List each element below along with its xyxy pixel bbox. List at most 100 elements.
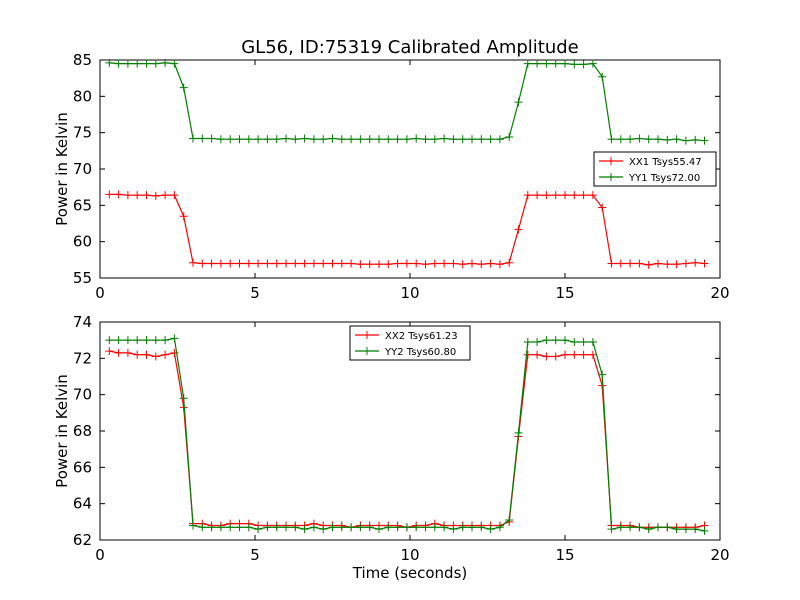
bottom-legend-label-1: XX2 Tsys61.23 [385, 331, 458, 342]
top-y-tick-label: 70 [73, 160, 92, 178]
top-series-1-marker [430, 259, 439, 268]
top-series-2-marker [319, 135, 328, 144]
bottom-series-2-marker [523, 337, 532, 346]
top-panel: 0 5 10 15 20 55 60 65 70 75 80 85 Power in Kelvin XX1… [53, 51, 730, 302]
bottom-series-2-marker [477, 523, 486, 532]
bottom-legend [349, 325, 471, 361]
top-series-1-marker [626, 259, 635, 268]
top-series-2-marker [105, 58, 114, 67]
bottom-series-2-marker [328, 523, 337, 532]
top-series-1-marker [319, 259, 328, 268]
bottom-series-2-marker [393, 523, 402, 532]
bottom-series-2-marker [179, 394, 188, 403]
bottom-x-tick-label: 15 [555, 546, 574, 564]
bottom-series-2-marker [254, 525, 263, 534]
top-series-2-marker [337, 135, 346, 144]
top-series-2-marker [300, 134, 309, 143]
top-series-2-marker [681, 136, 690, 145]
bottom-y-tick-label: 74 [73, 313, 92, 331]
top-series-1-marker [365, 260, 374, 269]
top-x-tick-label: 0 [95, 284, 105, 302]
bottom-series-2-marker [626, 523, 635, 532]
top-series-2-marker [616, 135, 625, 144]
bottom-series-2-marker [421, 523, 430, 532]
top-series-1-marker [356, 260, 365, 269]
top-series-1-marker [384, 260, 393, 269]
top-series-1-marker [486, 259, 495, 268]
top-series-1-marker [691, 258, 700, 267]
top-series-1-marker [123, 191, 132, 200]
top-series-2-marker [412, 134, 421, 143]
top-series-1-marker [375, 260, 383, 269]
bottom-series-2-marker [440, 523, 449, 532]
top-series-1-marker [542, 191, 551, 200]
top-series-2-marker [644, 135, 653, 144]
top-series-2-marker [114, 59, 123, 68]
bottom-series-2-marker [235, 523, 244, 532]
top-series-1-marker [170, 191, 179, 200]
bottom-series-2-marker [291, 523, 300, 532]
bottom-series-2-marker [533, 337, 542, 346]
bottom-series-2-marker [588, 337, 597, 346]
bottom-series-2-marker [365, 523, 374, 532]
bottom-series-1-marker [533, 350, 542, 359]
top-series-1-marker [635, 259, 644, 268]
top-y-tick-label: 65 [73, 196, 92, 214]
top-series-1-marker [347, 259, 356, 268]
bottom-series-1-marker [105, 347, 114, 356]
bottom-series-2-marker [244, 523, 253, 532]
top-legend-marker-2 [607, 173, 615, 181]
top-series-2-marker [133, 59, 142, 68]
bottom-series-1-marker [151, 352, 160, 361]
top-series-2-marker [309, 135, 318, 144]
top-series-1-marker [514, 225, 523, 234]
top-series-2-marker [495, 135, 504, 144]
bottom-legend-marker-2 [363, 347, 371, 355]
top-series-1-marker [282, 259, 290, 268]
top-series-1-marker [402, 259, 411, 268]
top-series-1-marker [468, 259, 476, 268]
top-series-1-marker [570, 191, 579, 200]
bottom-series-2-marker [514, 428, 523, 437]
bottom-y-tick-label: 62 [73, 531, 92, 549]
bottom-series-2-marker [505, 516, 514, 525]
bottom-series-1-marker [142, 350, 151, 359]
top-series-1-marker [681, 259, 690, 268]
top-series-1-marker [644, 260, 653, 269]
top-series-1-marker [337, 259, 346, 268]
top-series-1-marker [654, 259, 662, 268]
top-series-2-marker [244, 135, 253, 144]
top-series-1-marker [495, 260, 504, 269]
top-series-1-marker [198, 259, 207, 268]
top-series-2-marker [328, 134, 337, 143]
top-y-tick-label: 55 [73, 269, 92, 287]
top-series-2-marker [486, 135, 495, 144]
bottom-x-tick-label: 5 [250, 546, 260, 564]
top-series-2-marker [691, 135, 700, 144]
top-series-2-marker [347, 135, 356, 144]
top-series-1-marker [189, 258, 197, 267]
top-y-tick-label: 85 [73, 51, 92, 69]
top-series-2-marker [477, 135, 486, 144]
bottom-series-2-marker [226, 523, 235, 532]
bottom-series-2-marker [598, 370, 607, 379]
bottom-legend-marker-1 [363, 331, 371, 339]
top-series-1-marker [598, 203, 607, 212]
top-series-2-marker [161, 58, 170, 67]
bottom-series-2-marker [114, 336, 123, 345]
top-x-tick-label: 15 [555, 284, 574, 302]
top-series-1-marker [263, 259, 272, 268]
top-series-2-marker [588, 59, 597, 68]
bottom-y-tick-label: 68 [73, 422, 92, 440]
bottom-series-1-marker [161, 350, 170, 359]
top-series-2-marker [458, 135, 467, 144]
bottom-series-2-marker [635, 523, 644, 532]
bottom-series-2-marker [672, 525, 681, 534]
bottom-series-2-marker [170, 334, 179, 343]
bottom-panel: 0 5 10 15 20 62 64 66 68 70 72 74 Power in Kelvin XX2… [53, 313, 730, 564]
top-series-2-marker [700, 136, 709, 145]
bottom-series-2-marker [644, 525, 653, 534]
top-series-2-marker [207, 134, 216, 143]
chart-title: GL56, ID:75319 Calibrated Amplitude [241, 37, 579, 58]
top-series-1-marker [561, 191, 569, 200]
